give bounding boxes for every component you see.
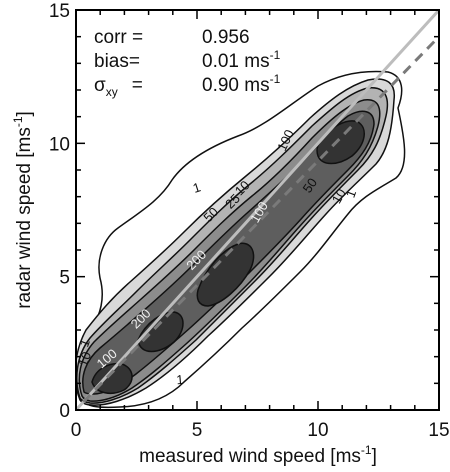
stat-bias-value: 0.01 ms-1 <box>202 48 281 72</box>
plot-frame <box>75 9 440 411</box>
x-tick-label: 10 <box>307 420 328 441</box>
stat-sigma-value: 0.90 ms-1 <box>202 72 281 96</box>
y-tick-label: 5 <box>59 268 70 289</box>
stat-bias-label: bias= <box>94 51 140 72</box>
contour-label-1: 1 <box>76 337 93 349</box>
stat-corr-value: 0.956 <box>202 27 250 48</box>
y-tick-label: 10 <box>49 134 70 155</box>
x-tick-label: 5 <box>192 420 203 441</box>
contour-label-10: 10 <box>329 186 349 206</box>
contour-level-200-core-1 <box>91 362 133 395</box>
y-tick-label: 0 <box>59 401 70 422</box>
reference-lines <box>76 10 439 410</box>
x-axis-label: measured wind speed [ms-1] <box>139 443 377 467</box>
stat-corr-label: corr = <box>94 27 143 48</box>
contour-level-200-core-3 <box>196 242 255 307</box>
contour-label-1: 1 <box>176 372 185 388</box>
contour-label-1: 1 <box>191 179 203 196</box>
y-tick-label: 15 <box>49 1 70 22</box>
one-to-one-line <box>76 10 439 410</box>
contour-level-200-core-2 <box>137 311 184 353</box>
contour-label-1: 1 <box>343 188 360 200</box>
x-tick-label: 15 <box>428 420 449 441</box>
y-axis-label: radar wind speed [ms-1] <box>11 111 35 309</box>
x-tick-label: 0 <box>71 420 82 441</box>
contour-label-50: 50 <box>300 175 321 195</box>
contour-label-10: 10 <box>75 350 94 369</box>
